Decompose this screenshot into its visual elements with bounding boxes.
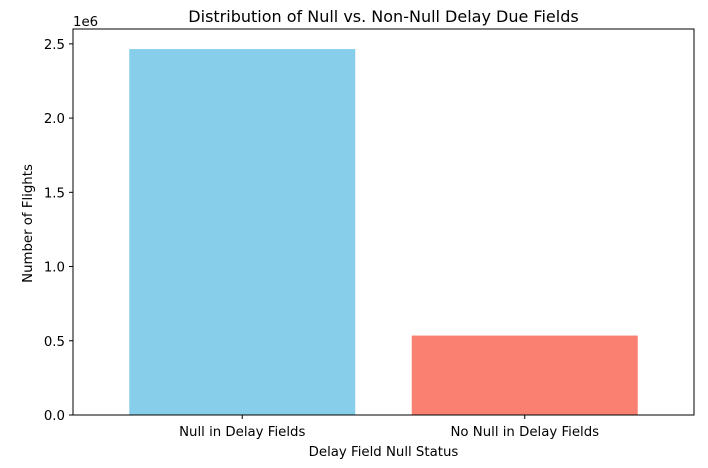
y-tick-label: 0.5 [44, 335, 65, 350]
y-tick-label: 0.0 [44, 409, 65, 424]
y-tick-label: 2.0 [44, 112, 65, 127]
y-axis-title: Number of Flights [21, 164, 36, 283]
y-tick-label: 1.0 [44, 261, 65, 276]
plot-area-frame [72, 28, 695, 416]
chart-title: Distribution of Null vs. Non-Null Delay … [188, 7, 578, 26]
bar-1 [129, 49, 356, 416]
bar-2 [411, 335, 638, 415]
y-axis-offset-label: 1e6 [73, 15, 98, 30]
y-tick-label: 1.5 [44, 186, 65, 201]
x-tick-label: Null in Delay Fields [179, 425, 305, 440]
bars-group [129, 49, 638, 416]
ticks-group: Null in Delay Fields No Null in Delay Fie… [44, 38, 599, 440]
x-tick-label: No Null in Delay Fields [450, 425, 599, 440]
x-axis-title: Delay Field Null Status [309, 445, 459, 460]
y-tick-label: 2.5 [44, 38, 65, 53]
